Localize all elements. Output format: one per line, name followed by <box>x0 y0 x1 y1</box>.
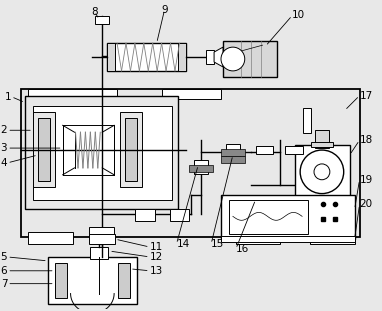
Bar <box>315 130 329 148</box>
Bar <box>236 232 280 244</box>
Bar <box>89 227 114 239</box>
Bar <box>295 145 350 200</box>
Text: 20: 20 <box>359 199 373 210</box>
Text: 8: 8 <box>91 7 98 16</box>
Bar <box>206 50 214 64</box>
Bar <box>226 144 240 160</box>
Bar <box>223 41 277 77</box>
Text: 2: 2 <box>1 125 7 135</box>
Bar <box>221 149 245 156</box>
Bar <box>63 125 114 175</box>
Bar <box>221 236 354 242</box>
Circle shape <box>221 47 245 71</box>
Text: 3: 3 <box>1 143 7 153</box>
Bar <box>118 263 130 299</box>
Polygon shape <box>214 47 223 67</box>
Bar <box>170 209 189 221</box>
Bar <box>33 105 172 200</box>
Bar <box>55 263 66 299</box>
Bar <box>107 43 115 71</box>
Bar <box>89 234 115 244</box>
Text: 16: 16 <box>236 244 249 254</box>
Bar <box>28 232 73 244</box>
Bar <box>28 89 117 99</box>
Bar <box>285 146 303 154</box>
Bar <box>96 16 109 24</box>
Text: 5: 5 <box>1 252 7 262</box>
Text: 10: 10 <box>292 11 305 21</box>
Text: 6: 6 <box>1 266 7 276</box>
Text: 7: 7 <box>1 279 7 289</box>
Bar <box>229 200 308 234</box>
Text: 19: 19 <box>359 175 373 185</box>
Bar <box>256 146 274 154</box>
Bar <box>194 160 208 174</box>
Bar <box>221 195 354 239</box>
Text: 12: 12 <box>150 252 163 262</box>
Bar <box>311 142 333 147</box>
Bar <box>125 118 137 181</box>
Bar <box>38 118 50 181</box>
Text: 18: 18 <box>359 135 373 145</box>
Bar <box>107 43 186 71</box>
Bar <box>135 209 155 221</box>
Bar <box>162 89 221 99</box>
Bar <box>21 89 359 237</box>
Bar <box>303 109 311 133</box>
Text: 4: 4 <box>1 158 7 168</box>
Circle shape <box>314 164 330 180</box>
Bar <box>91 247 108 259</box>
Circle shape <box>300 150 344 194</box>
Bar <box>178 43 186 71</box>
Bar <box>120 113 142 187</box>
Bar <box>25 95 178 209</box>
Text: 13: 13 <box>150 266 163 276</box>
Bar <box>33 113 55 187</box>
Text: 14: 14 <box>176 239 190 249</box>
Bar <box>310 232 354 244</box>
Text: 9: 9 <box>161 5 168 15</box>
Bar <box>189 165 213 172</box>
Text: 1: 1 <box>5 92 11 102</box>
Bar <box>221 156 245 163</box>
Bar <box>48 257 137 304</box>
Text: 17: 17 <box>359 91 373 101</box>
Text: 11: 11 <box>150 242 163 252</box>
Text: 15: 15 <box>211 239 224 249</box>
